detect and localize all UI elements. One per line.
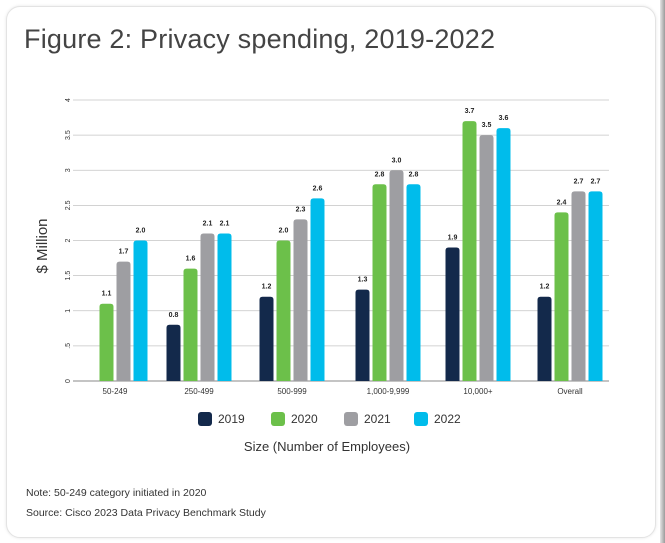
bar — [406, 184, 421, 381]
bar-value-label: 1.2 — [540, 284, 550, 291]
bar — [554, 212, 569, 381]
bar — [116, 261, 131, 381]
bar-value-label: 1.9 — [448, 235, 458, 242]
bar-value-label: 1.7 — [119, 249, 129, 256]
y-axis-ticks: 0 .5 1 1.5 2 2.5 3 3.5 4 — [65, 98, 72, 383]
bar-value-label: 3.6 — [499, 115, 509, 122]
bar-value-label: 2.8 — [409, 171, 419, 178]
legend-swatch — [344, 412, 358, 426]
bar — [310, 198, 325, 381]
bar-value-label: 2.8 — [375, 171, 385, 178]
legend-label: 2021 — [364, 412, 391, 426]
bar — [217, 233, 232, 381]
bar — [537, 296, 552, 381]
bar-value-label: 1.1 — [102, 291, 112, 298]
bar — [355, 289, 370, 381]
bar — [183, 268, 198, 381]
y-axis-label: $ Million — [34, 218, 51, 273]
legend-item: 2020 — [271, 412, 318, 426]
legend-item: 2019 — [198, 412, 245, 426]
bar — [200, 233, 215, 381]
bar-value-label: 2.0 — [279, 228, 289, 235]
legend-item: 2021 — [344, 412, 391, 426]
bar-value-label: 1.2 — [262, 284, 272, 291]
footnote: Note: 50-249 category initiated in 2020 — [26, 487, 207, 499]
chart-title: Figure 2: Privacy spending, 2019-2022 — [24, 24, 496, 54]
x-tick-label: 50-249 — [103, 387, 128, 396]
x-tick-label: 10,000+ — [463, 387, 492, 396]
bar-value-label: 0.8 — [169, 312, 179, 319]
bar-value-label: 2.0 — [136, 228, 146, 235]
bar-value-label: 2.7 — [591, 178, 601, 185]
bar — [389, 170, 404, 381]
bar — [276, 240, 291, 381]
bar — [133, 240, 148, 381]
bar — [571, 191, 586, 381]
y-tick-label: 3.5 — [65, 130, 72, 140]
bar — [588, 191, 603, 381]
bar — [462, 121, 477, 381]
bar-value-label: 2.4 — [557, 199, 567, 206]
data-labels: 0.8 1.2 1.3 1.9 1.2 1.1 1.6 2.0 2.8 3.7 2.4 1.7 2.1 2… — [102, 108, 601, 319]
x-axis-ticks: 50-249 250-499 500-999 1,000-9,999 10,000+ Ov… — [103, 387, 583, 396]
bar-value-label: 1.3 — [358, 277, 368, 284]
legend-item: 2022 — [414, 412, 461, 426]
legend-label: 2019 — [218, 412, 245, 426]
bar-value-label: 2.6 — [313, 185, 323, 192]
bar — [259, 296, 274, 381]
x-tick-label: 1,000-9,999 — [367, 387, 410, 396]
y-tick-label: 2 — [65, 238, 72, 242]
legend-swatch — [198, 412, 212, 426]
legend: 2019 2020 2021 2022 — [198, 412, 461, 426]
bar — [293, 219, 308, 381]
y-tick-label: 0 — [65, 379, 72, 383]
x-tick-label: Overall — [557, 387, 583, 396]
x-axis-label: Size (Number of Employees) — [244, 439, 410, 454]
y-tick-label: .5 — [65, 343, 72, 349]
bar-value-label: 1.6 — [186, 256, 196, 263]
bar — [99, 303, 114, 381]
bar-value-label: 2.1 — [203, 220, 213, 227]
bar-value-label: 3.0 — [392, 157, 402, 164]
bar — [479, 135, 494, 381]
legend-label: 2020 — [291, 412, 318, 426]
x-tick-label: 250-499 — [184, 387, 214, 396]
bar-value-label: 3.7 — [465, 108, 475, 115]
bars — [99, 121, 603, 381]
bar-value-label: 3.5 — [482, 122, 492, 129]
gridlines — [73, 99, 609, 382]
legend-swatch — [414, 412, 428, 426]
y-tick-label: 1.5 — [65, 271, 72, 281]
y-tick-label: 2.5 — [65, 200, 72, 210]
source-note: Source: Cisco 2023 Data Privacy Benchmar… — [26, 507, 266, 519]
y-tick-label: 3 — [65, 168, 72, 172]
bar — [445, 247, 460, 381]
figure-card — [6, 6, 656, 538]
bar-value-label: 2.3 — [296, 206, 306, 213]
bar-value-label: 2.7 — [574, 178, 584, 185]
bar — [496, 128, 511, 381]
bar-value-label: 2.1 — [220, 220, 230, 227]
x-tick-label: 500-999 — [277, 387, 307, 396]
window-edge — [660, 0, 665, 543]
bar — [166, 324, 181, 381]
legend-label: 2022 — [434, 412, 461, 426]
bar — [372, 184, 387, 381]
y-tick-label: 4 — [65, 98, 72, 102]
legend-swatch — [271, 412, 285, 426]
y-tick-label: 1 — [65, 309, 72, 313]
